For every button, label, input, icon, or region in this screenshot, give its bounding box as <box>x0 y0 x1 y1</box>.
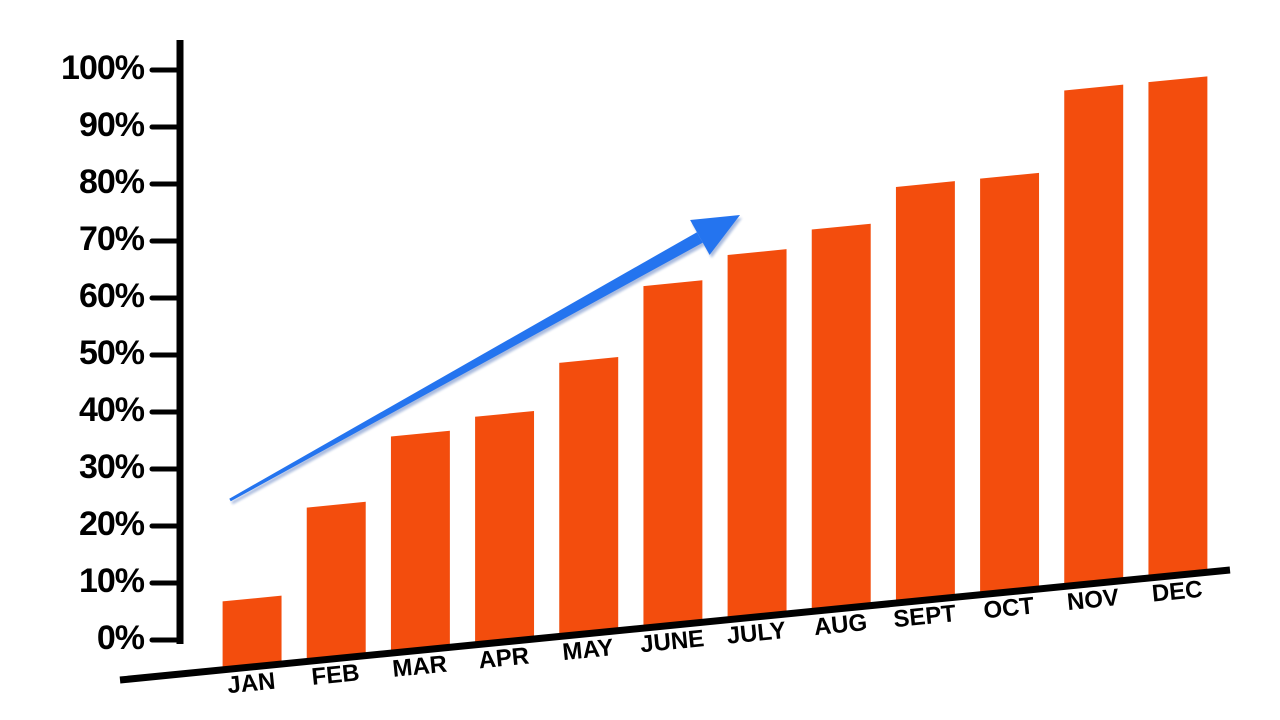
x-tick-label: JAN <box>226 668 276 700</box>
bars-group <box>223 76 1208 669</box>
bar <box>1064 85 1123 587</box>
x-tick-label: OCT <box>982 592 1035 624</box>
bar <box>643 280 702 628</box>
y-tick-label: 50% <box>79 334 145 372</box>
x-tick-label: DEC <box>1151 576 1204 608</box>
x-tick-label: FEB <box>310 659 360 691</box>
bar <box>475 411 534 645</box>
y-tick-label: 100% <box>61 49 145 87</box>
bar <box>559 357 618 636</box>
bar <box>223 596 282 670</box>
y-tick-label: 60% <box>79 277 145 315</box>
bar <box>980 173 1039 595</box>
x-tick-label: MAY <box>561 634 615 666</box>
x-tick-label: JULY <box>726 617 788 650</box>
bar <box>1148 76 1207 578</box>
x-tick-label: JUNE <box>639 625 705 658</box>
x-tick-label: APR <box>477 642 530 674</box>
bar <box>391 431 450 653</box>
y-tick-label: 10% <box>79 562 145 600</box>
y-tick-label: 80% <box>79 163 145 201</box>
y-tick-label: 0% <box>97 619 145 657</box>
y-axis-labels: 0% 10% 20% 30% 40% 50% 60% 70% 80% 90% 100% <box>61 49 145 657</box>
bar <box>812 224 871 612</box>
monthly-percent-bar-chart: 0% 10% 20% 30% 40% 50% 60% 70% 80% 90% 100% JAN FEB… <box>0 0 1280 720</box>
bar <box>728 249 787 620</box>
x-tick-label: SEPT <box>892 600 957 633</box>
x-tick-label: AUG <box>813 609 869 641</box>
x-axis-labels: JAN FEB MAR APR MAY JUNE JULY AUG SEPT OCT NOV DEC <box>226 576 1204 699</box>
y-tick-label: 20% <box>79 505 145 543</box>
bar <box>896 181 955 603</box>
arrow-shaft <box>229 232 703 501</box>
y-tick-label: 40% <box>79 391 145 429</box>
x-tick-label: MAR <box>391 651 448 683</box>
y-tick-label: 90% <box>79 106 145 144</box>
y-tick-label: 30% <box>79 448 145 486</box>
y-tick-label: 70% <box>79 220 145 258</box>
bar <box>307 502 366 662</box>
x-tick-label: NOV <box>1066 584 1120 616</box>
